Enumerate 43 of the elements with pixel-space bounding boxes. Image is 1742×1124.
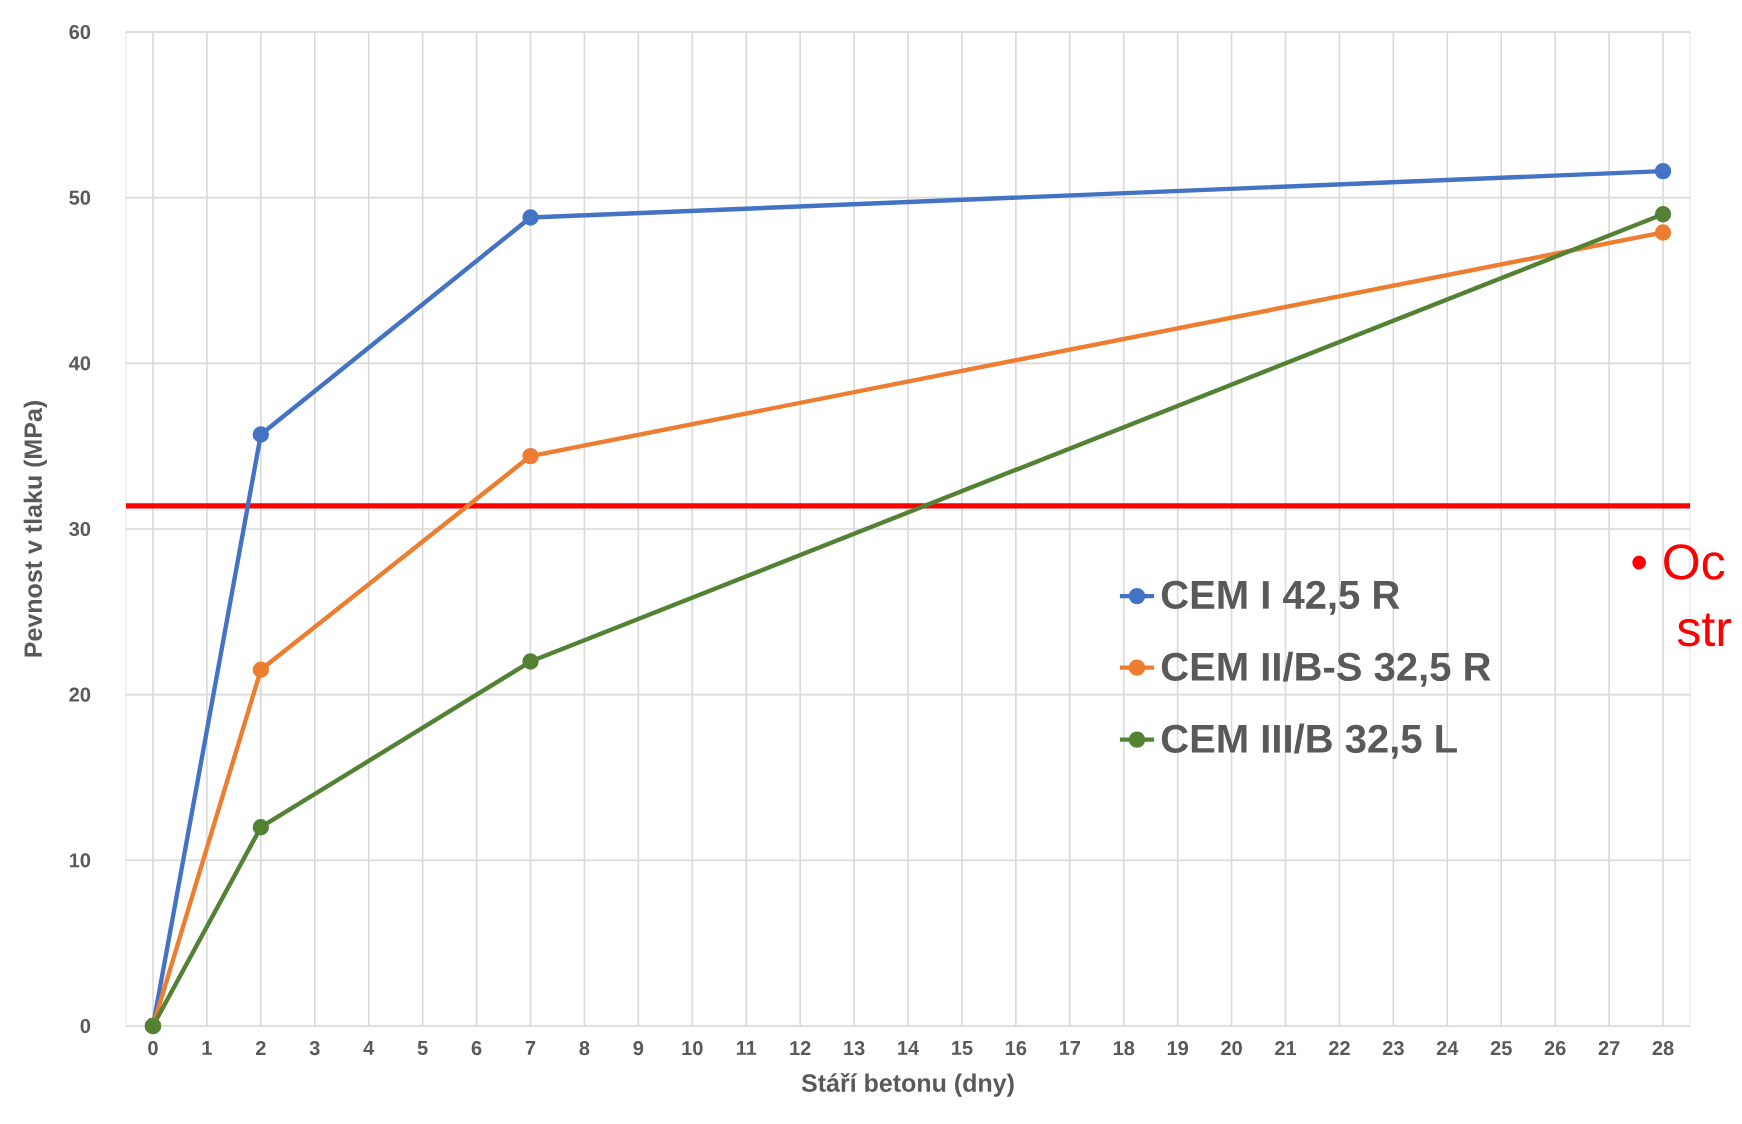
annotation: • Oc (1632, 544, 1725, 580)
x-tick-label: 17 (1059, 1041, 1081, 1055)
y-tick-label: 20 (69, 687, 91, 702)
x-tick-label: 28 (1652, 1041, 1674, 1056)
y-tick-label: 10 (69, 853, 91, 868)
legend-label: CEM I 42,5 R (1161, 580, 1400, 615)
x-tick-label: 23 (1382, 1041, 1404, 1056)
y-tick-label: 0 (80, 1018, 91, 1034)
x-tick-label: 20 (1221, 1041, 1242, 1056)
y-axis-title: Pevnost v tlaku (MPa) (23, 401, 47, 657)
x-tick-label: 12 (790, 1041, 811, 1056)
y-tick-label: 30 (69, 521, 91, 537)
x-tick-label: 21 (1275, 1041, 1297, 1056)
x-tick-label: 19 (1167, 1041, 1189, 1056)
x-tick-label: 15 (952, 1041, 973, 1055)
x-tick-label: 22 (1329, 1041, 1350, 1056)
legend-label: CEM II/B-S 32,5 R (1161, 651, 1491, 687)
annotation: str (1677, 613, 1732, 647)
x-tick-label: 3 (309, 1041, 320, 1056)
x-tick-label: 5 (417, 1041, 428, 1055)
y-tick-label: 50 (69, 190, 91, 205)
x-tick-label: 25 (1490, 1041, 1512, 1056)
x-tick-label: 26 (1544, 1041, 1566, 1056)
x-tick-label: 14 (898, 1041, 920, 1055)
x-tick-label: 13 (844, 1041, 865, 1056)
x-tick-label: 9 (633, 1041, 644, 1056)
x-tick-label: 18 (1113, 1041, 1135, 1056)
x-tick-label: 1 (202, 1041, 212, 1055)
x-axis-title: Stáří betonu (dny) (801, 1072, 1014, 1097)
x-tick-label: 0 (148, 1041, 158, 1056)
x-tick-label: 8 (579, 1041, 590, 1056)
y-tick-label: 60 (69, 24, 91, 40)
x-tick-label: 16 (1006, 1041, 1027, 1056)
x-tick-label: 2 (255, 1041, 266, 1056)
x-tick-label: 11 (736, 1041, 757, 1055)
x-tick-label: 27 (1598, 1041, 1620, 1056)
x-tick-label: 4 (363, 1041, 375, 1055)
x-tick-label: 24 (1436, 1041, 1459, 1056)
x-tick-label: 6 (471, 1041, 482, 1056)
x-tick-label: 7 (525, 1041, 536, 1055)
x-tick-label: 10 (682, 1041, 703, 1056)
legend-label: CEM III/B 32,5 L (1161, 723, 1457, 759)
y-tick-label: 40 (69, 356, 91, 371)
